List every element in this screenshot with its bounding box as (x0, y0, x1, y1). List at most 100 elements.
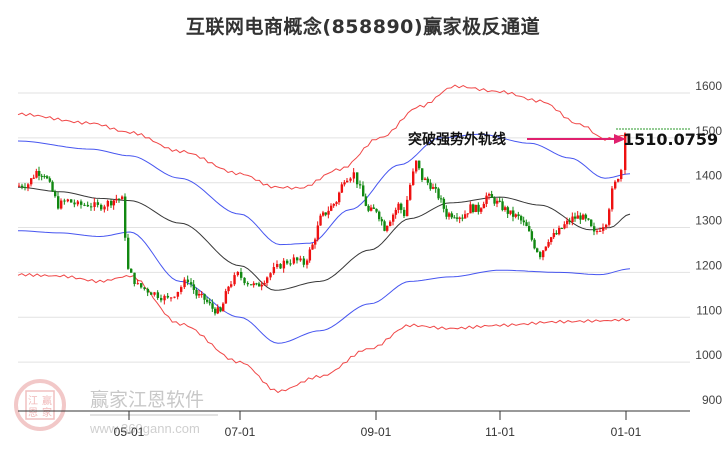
candle-up (233, 275, 236, 285)
candle-down (442, 198, 446, 209)
candle-down (400, 203, 403, 210)
candle-up (299, 258, 302, 261)
candle-up (335, 202, 338, 204)
candle-up (292, 257, 296, 264)
candle-down (375, 208, 378, 212)
candle-up (276, 264, 279, 268)
candle-up (617, 179, 620, 182)
candle-up (343, 182, 346, 185)
candle-down (437, 188, 440, 199)
candle-up (180, 287, 183, 292)
x-tick-label: 05-01 (114, 425, 145, 439)
candle-up (170, 297, 173, 299)
candle-up (103, 206, 106, 210)
candle-up (563, 224, 566, 229)
candle-up (514, 214, 518, 217)
candle-down (587, 218, 590, 220)
candle-down (296, 257, 299, 261)
candle-up (121, 196, 124, 200)
candle-up (547, 242, 550, 247)
candle-up (322, 212, 325, 216)
candle-down (434, 187, 438, 189)
candle-up (482, 203, 486, 209)
watermark-url: www.360gann.com (89, 421, 200, 436)
candle-up (480, 208, 483, 212)
candle-up (605, 224, 608, 228)
watermark: 江 赢 恩 家 赢家江恩软件 www.360gann.com (14, 379, 218, 436)
candle-up (136, 283, 140, 285)
x-tick-label: 01-01 (611, 425, 642, 439)
candle-down (568, 220, 572, 222)
candlesticks (18, 132, 627, 316)
candle-down (133, 272, 136, 284)
candle-down (214, 308, 217, 314)
candle-down (219, 307, 222, 312)
candle-down (450, 213, 454, 218)
candle-down (186, 279, 190, 283)
candle-down (574, 216, 577, 219)
candle-up (183, 279, 186, 288)
x-tick-label: 11-01 (485, 425, 515, 439)
candle-up (596, 231, 599, 233)
candle-up (349, 178, 352, 181)
candle-down (208, 301, 212, 304)
candle-down (21, 185, 24, 188)
candle-down (286, 260, 289, 264)
candle-up (352, 172, 356, 179)
y-axis-ticks: 1600 1500 1400 1300 1200 1100 1000 900 (695, 79, 722, 407)
candle-up (60, 200, 63, 209)
band-line (18, 230, 631, 344)
candle-up (224, 291, 228, 304)
candle-down (477, 204, 480, 212)
candle-up (448, 213, 451, 217)
candle-up (106, 200, 110, 207)
candle-down (160, 297, 163, 301)
candle-up (571, 216, 574, 222)
candle-up (282, 260, 286, 269)
svg-text:恩: 恩 (28, 407, 38, 419)
candle-down (250, 284, 253, 286)
candle-up (272, 267, 276, 274)
candle-up (614, 181, 617, 189)
candle-down (255, 283, 258, 285)
y-tick-label: 1500 (695, 124, 722, 138)
candle-down (70, 199, 73, 203)
candle-up (469, 204, 472, 214)
candle-down (90, 206, 93, 208)
candle-down (539, 252, 542, 258)
candle-down (130, 268, 133, 273)
svg-text:家: 家 (42, 406, 52, 419)
candle-down (195, 289, 198, 296)
candle-up (200, 293, 204, 295)
candle-up (346, 180, 349, 183)
candle-down (440, 198, 443, 200)
candle-down (190, 282, 193, 285)
candle-down (143, 287, 146, 289)
candle-down (63, 200, 66, 202)
candle-up (266, 277, 269, 283)
candle-up (566, 220, 569, 225)
y-tick-label: 900 (702, 393, 722, 407)
candle-down (362, 185, 365, 197)
candle-up (485, 195, 488, 204)
candle-down (258, 283, 261, 287)
candle-up (308, 249, 312, 261)
candle-down (593, 226, 596, 232)
candle-up (30, 178, 33, 185)
candle-down (380, 219, 384, 222)
candle-down (418, 160, 421, 169)
candle-down (426, 178, 430, 183)
candle-down (490, 194, 494, 198)
candle-down (359, 184, 362, 186)
candle-down (289, 263, 292, 265)
candle-down (24, 187, 27, 189)
candle-down (383, 221, 386, 231)
candle-down (378, 211, 381, 220)
channel-bands (17, 84, 631, 394)
candle-down (38, 170, 41, 176)
candle-down (279, 264, 282, 269)
candle-up (35, 170, 38, 178)
candle-up (392, 214, 395, 222)
candle-up (544, 246, 548, 251)
